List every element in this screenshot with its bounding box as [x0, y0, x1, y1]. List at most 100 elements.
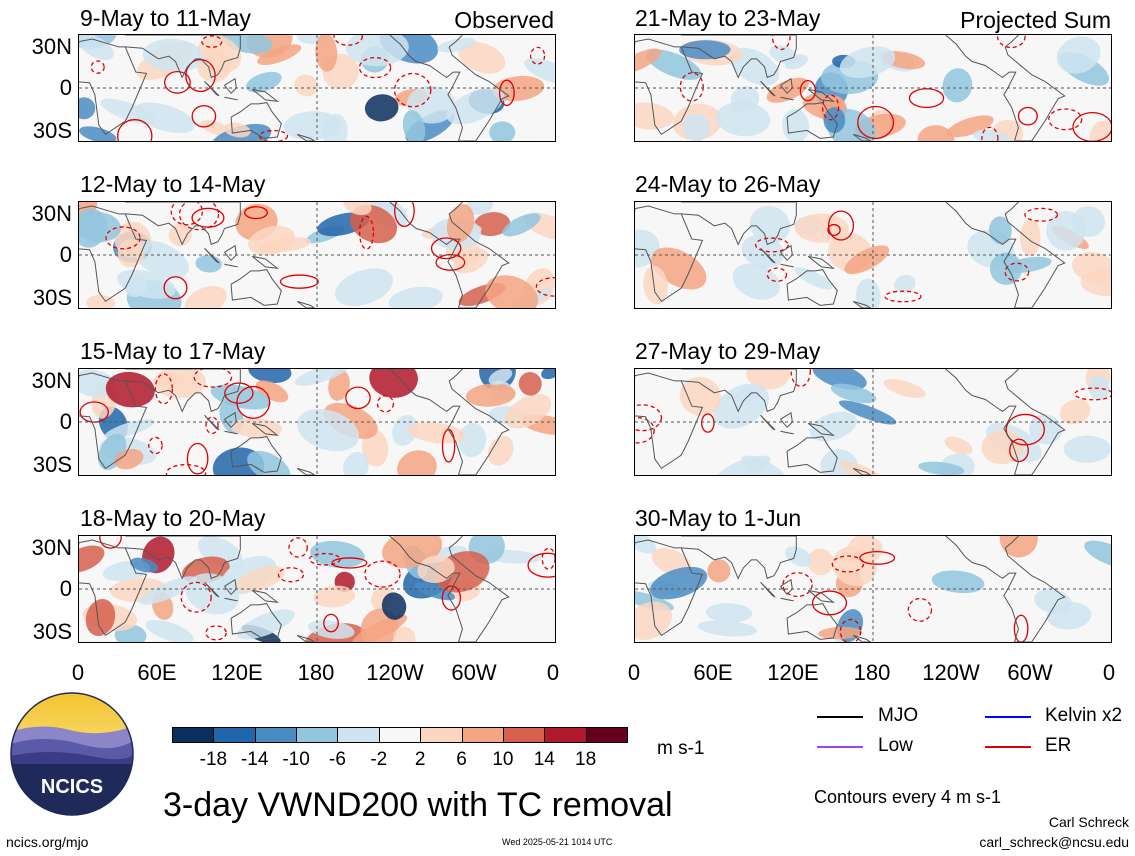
- site-link[interactable]: ncics.org/mjo: [6, 834, 89, 850]
- coastline: [760, 248, 776, 264]
- lat-tick-eq: 0: [59, 242, 72, 267]
- coastline: [635, 38, 704, 136]
- coastline: [681, 536, 797, 580]
- email-link[interactable]: carl_schreck@ncsu.edu: [979, 834, 1129, 850]
- wind-anomaly-blob: [458, 422, 487, 458]
- wind-anomaly-blob: [388, 286, 443, 308]
- wind-anomaly-blob: [635, 601, 673, 640]
- er-contour: [435, 254, 466, 271]
- wind-anomaly-blob: [310, 540, 365, 569]
- wind-anomaly-blob: [487, 435, 514, 466]
- er-contour: [279, 274, 319, 289]
- wind-anomaly-blob: [168, 223, 192, 247]
- colorbar-swatch: [296, 727, 339, 743]
- coastline: [79, 205, 148, 303]
- er-contour: [99, 536, 122, 549]
- er-contour: [224, 382, 254, 404]
- er-contour: [635, 416, 655, 444]
- er-contour: [170, 202, 204, 226]
- observed-label: Observed: [454, 7, 554, 33]
- timestamp: Wed 2025-05-21 1014 UTC: [502, 837, 613, 847]
- er-contour: [790, 369, 811, 387]
- wind-anomaly-blob: [335, 268, 393, 307]
- er-contour: [358, 56, 392, 79]
- coastline: [786, 436, 838, 473]
- coastline: [780, 96, 794, 101]
- wind-anomaly-blob: [682, 113, 711, 141]
- wind-anomaly-blob: [255, 380, 289, 403]
- wind-anomaly-blob: [946, 115, 994, 138]
- wind-anomaly-blob: [1020, 218, 1041, 257]
- er-contour: [164, 70, 191, 94]
- er-contour: [996, 35, 1026, 49]
- lon-tick-60e: 60E: [137, 660, 177, 685]
- wind-anomaly-blob: [492, 75, 545, 102]
- er-contour: [180, 581, 212, 613]
- colorbar-tick-label: -2: [370, 749, 388, 770]
- coastline: [389, 536, 510, 642]
- ncics-logo[interactable]: NCICS: [10, 692, 134, 816]
- wind-anomaly-blob: [294, 74, 319, 97]
- map-field: [79, 369, 555, 475]
- wind-anomaly-blob: [820, 449, 859, 475]
- wind-anomaly-blob: [1046, 211, 1086, 251]
- coastline: [224, 96, 238, 101]
- wind-anomaly-blob: [697, 620, 757, 637]
- colorbar-swatch: [337, 727, 380, 743]
- wind-anomaly-blob: [364, 94, 399, 122]
- wind-anomaly-blob: [489, 121, 516, 141]
- wind-anomaly-blob: [369, 369, 418, 398]
- colorbar-tick-label: 2: [414, 749, 426, 770]
- lon-tick-120e: 120E: [211, 660, 263, 685]
- wind-anomaly-blob: [417, 555, 455, 584]
- colorbar: [172, 727, 628, 747]
- logo-text: NCICS: [41, 776, 103, 798]
- wind-anomaly-blob: [402, 110, 426, 141]
- coastline: [635, 372, 704, 470]
- coastline: [780, 430, 794, 435]
- coastline: [852, 133, 872, 141]
- legend-line-kelvin: [985, 716, 1031, 718]
- wind-anomaly-blob: [635, 536, 657, 554]
- coastline: [79, 539, 148, 637]
- wind-anomaly-blob: [973, 129, 1012, 141]
- wind-anomaly-blob: [79, 97, 96, 120]
- coastline: [852, 300, 872, 308]
- er-contour: [701, 413, 715, 433]
- lon-tick-60w: 60W: [1007, 660, 1053, 685]
- wind-anomaly-blob: [707, 559, 731, 583]
- er-contour: [358, 215, 375, 250]
- coastline: [852, 634, 872, 642]
- er-contour: [754, 237, 789, 253]
- wind-anomaly-blob: [679, 40, 731, 60]
- wind-anomaly-blob: [139, 576, 198, 605]
- wind-anomaly-blob: [785, 546, 813, 567]
- wind-anomaly-blob: [145, 619, 194, 642]
- colorbar-swatch: [420, 727, 463, 743]
- wind-anomaly-blob: [248, 225, 295, 255]
- colorbar-tick-label: -14: [240, 749, 269, 770]
- map-field: [635, 202, 1111, 308]
- wind-anomaly-blob: [246, 71, 282, 93]
- coastline: [251, 589, 280, 603]
- wind-anomaly-blob: [236, 565, 285, 592]
- colorbar-swatch: [254, 727, 298, 743]
- lon-tick-0-end: 0: [546, 660, 560, 685]
- wind-anomaly-blob: [129, 557, 159, 573]
- wind-anomaly-blob: [505, 394, 552, 429]
- wind-anomaly-blob: [223, 122, 251, 138]
- coastline: [251, 255, 280, 269]
- wind-anomaly-blob: [393, 626, 416, 642]
- er-contour: [1048, 108, 1083, 131]
- wind-anomaly-blob: [86, 294, 116, 308]
- lon-tick-120e: 120E: [767, 660, 819, 685]
- panel-title-right-4: 30-May to 1-Jun: [635, 505, 802, 531]
- wind-anomaly-blob: [247, 450, 291, 475]
- er-contour: [323, 613, 339, 633]
- er-contour: [679, 72, 704, 102]
- heatmap-panel-projected-3: [634, 368, 1112, 476]
- colorbar-tick-label: -18: [199, 749, 228, 770]
- wind-anomaly-blob: [397, 450, 437, 475]
- wind-anomaly-blob: [465, 383, 516, 407]
- wind-anomaly-blob: [458, 41, 506, 74]
